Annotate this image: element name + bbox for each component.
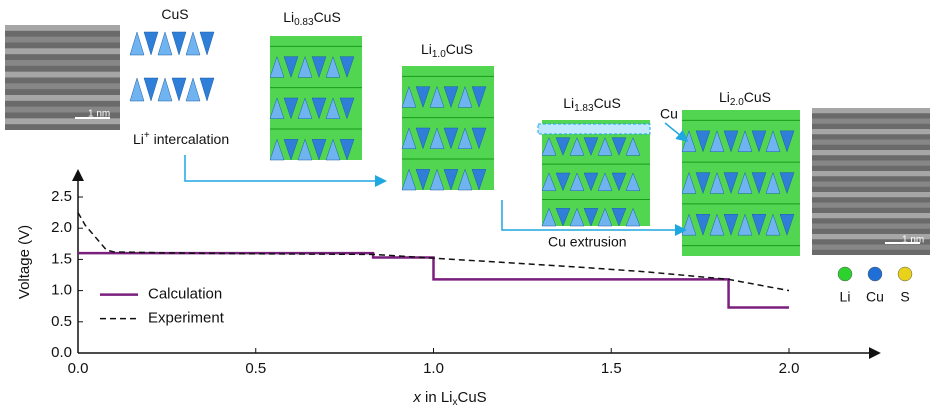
- y-tick-label: 2.0: [51, 219, 72, 236]
- x-tick-label: 0.0: [68, 360, 89, 377]
- illustrations: [5, 25, 930, 281]
- x-tick-label: 2.0: [779, 360, 800, 377]
- tem-fringe: [812, 182, 930, 187]
- cu-label: Cu: [660, 106, 678, 122]
- legend-label: Experiment: [148, 310, 225, 327]
- y-tick-label: 0.0: [51, 344, 72, 361]
- y-tick-label: 1.5: [51, 250, 72, 267]
- tem-fringe: [5, 48, 120, 54]
- tem-fringe: [5, 25, 120, 31]
- y-tick-label: 0.5: [51, 313, 72, 330]
- tem-fringe: [5, 37, 120, 43]
- x-axis-label: x in LixCuS: [412, 389, 486, 408]
- scale-bar-label: 1 nm: [88, 109, 110, 120]
- tem-fringe: [812, 108, 930, 113]
- scale-bar-label: 1 nm: [902, 235, 924, 246]
- intercalation-label: Li+ intercalation: [133, 130, 229, 147]
- x-tick-label: 1.5: [601, 360, 622, 377]
- atom-icon: [898, 267, 912, 281]
- y-tick-label: 1.0: [51, 282, 72, 299]
- x-tick-label: 0.5: [245, 360, 266, 377]
- atom-icon: [868, 267, 882, 281]
- structure-label: CuS: [161, 6, 188, 22]
- y-axis-label: Voltage (V): [16, 225, 33, 299]
- structure-label: Li0.83CuS: [283, 9, 341, 28]
- atom-label: Li: [840, 289, 851, 305]
- tem-fringe: [812, 161, 930, 166]
- structure-label: Li2.0CuS: [719, 89, 771, 108]
- tem-fringe: [812, 140, 930, 145]
- y-tick-label: 2.5: [51, 188, 72, 205]
- tem-fringe: [812, 192, 930, 197]
- tem-fringe: [5, 95, 120, 101]
- tem-fringe: [812, 203, 930, 208]
- cu-layer: [538, 124, 650, 134]
- extrusion-label: Cu extrusion: [548, 234, 627, 250]
- figure: CuS Li0.83CuS Li1.0CuS Li1.83CuS Li2.0Cu…: [0, 0, 931, 412]
- tem-fringe: [812, 224, 930, 229]
- structure-label: Li1.0CuS: [421, 41, 473, 60]
- tem-fringe: [812, 119, 930, 124]
- tem-fringe: [5, 83, 120, 89]
- structure-label: Li1.83CuS: [563, 95, 621, 114]
- tem-fringe: [5, 60, 120, 66]
- atom-label: Cu: [866, 289, 884, 305]
- tem-fringe: [812, 150, 930, 155]
- atom-label: S: [900, 289, 909, 305]
- legend-label: Calculation: [148, 286, 222, 303]
- atom-icon: [838, 267, 852, 281]
- tem-fringe: [5, 72, 120, 78]
- tem-fringe: [812, 171, 930, 176]
- tem-fringe: [812, 129, 930, 134]
- tem-fringe: [812, 213, 930, 218]
- x-tick-label: 1.0: [423, 360, 444, 377]
